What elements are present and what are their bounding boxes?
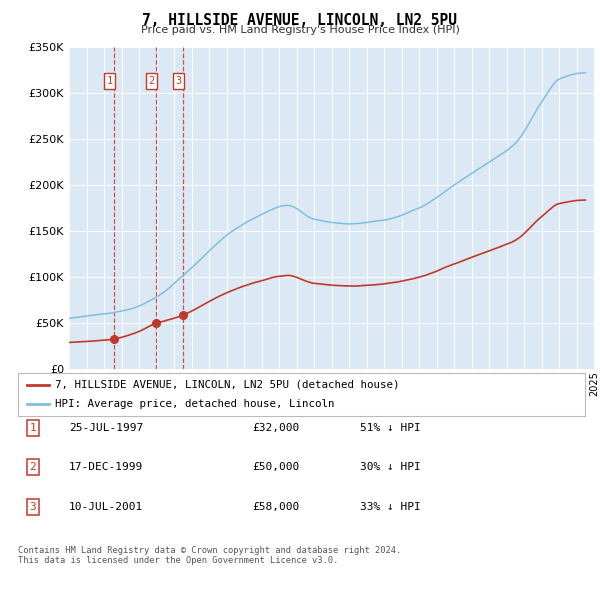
Text: 51% ↓ HPI: 51% ↓ HPI [360,423,421,432]
Text: 2: 2 [148,76,155,86]
Text: Contains HM Land Registry data © Crown copyright and database right 2024.
This d: Contains HM Land Registry data © Crown c… [18,546,401,565]
Text: 33% ↓ HPI: 33% ↓ HPI [360,502,421,512]
Text: 7, HILLSIDE AVENUE, LINCOLN, LN2 5PU (detached house): 7, HILLSIDE AVENUE, LINCOLN, LN2 5PU (de… [55,380,400,390]
Text: 17-DEC-1999: 17-DEC-1999 [69,463,143,472]
Text: £32,000: £32,000 [252,423,299,432]
Text: 30% ↓ HPI: 30% ↓ HPI [360,463,421,472]
Text: Price paid vs. HM Land Registry's House Price Index (HPI): Price paid vs. HM Land Registry's House … [140,25,460,35]
Text: 1: 1 [29,423,37,432]
Text: 10-JUL-2001: 10-JUL-2001 [69,502,143,512]
Text: 7, HILLSIDE AVENUE, LINCOLN, LN2 5PU: 7, HILLSIDE AVENUE, LINCOLN, LN2 5PU [143,13,458,28]
Text: 3: 3 [176,76,182,86]
Text: £58,000: £58,000 [252,502,299,512]
Text: 3: 3 [29,502,37,512]
Text: HPI: Average price, detached house, Lincoln: HPI: Average price, detached house, Linc… [55,399,334,409]
Text: £50,000: £50,000 [252,463,299,472]
Text: 25-JUL-1997: 25-JUL-1997 [69,423,143,432]
Text: 1: 1 [106,76,113,86]
Text: 2: 2 [29,463,37,472]
